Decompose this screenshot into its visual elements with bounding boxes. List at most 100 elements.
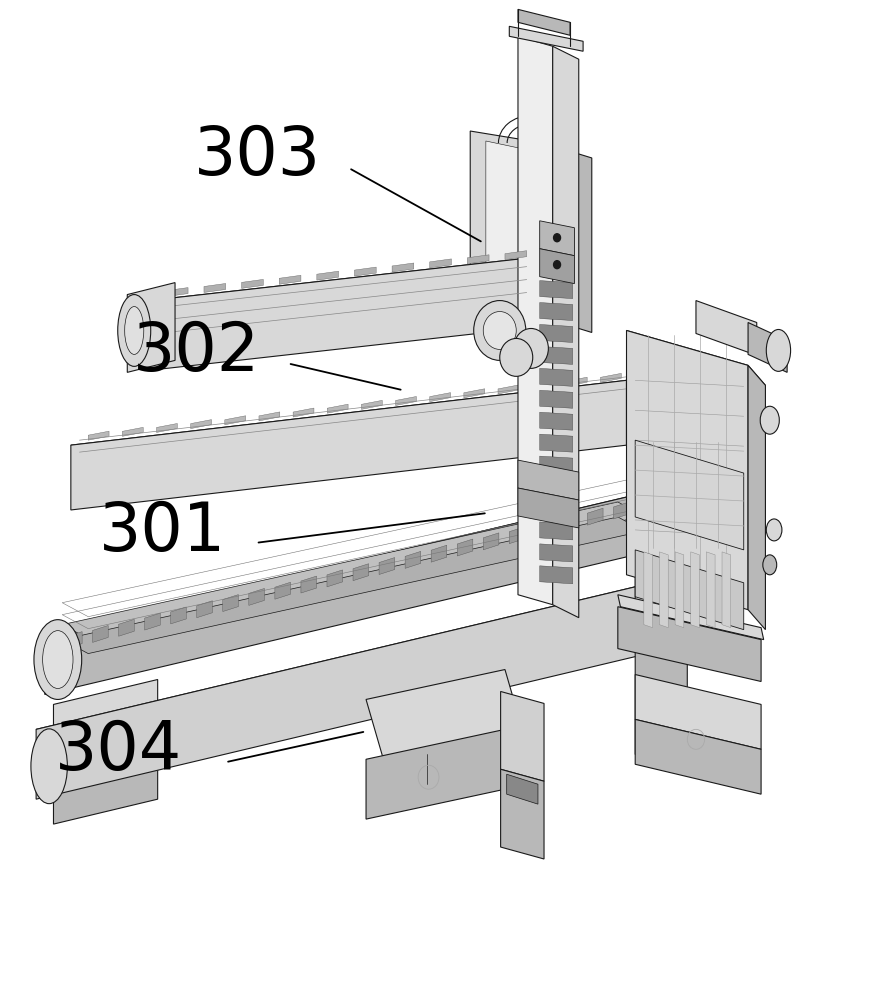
Polygon shape [366,729,505,819]
Polygon shape [748,365,766,630]
Polygon shape [327,570,342,587]
Polygon shape [241,279,263,288]
Polygon shape [280,275,300,284]
Polygon shape [317,271,339,280]
Ellipse shape [514,328,549,368]
Polygon shape [566,377,587,386]
Circle shape [554,261,561,269]
Ellipse shape [766,519,782,541]
Polygon shape [635,550,744,630]
Polygon shape [300,576,316,593]
Polygon shape [748,322,787,372]
Ellipse shape [474,301,526,360]
Polygon shape [395,396,416,405]
Polygon shape [145,613,160,630]
Polygon shape [540,221,574,256]
Polygon shape [540,478,572,496]
Polygon shape [486,141,519,306]
Polygon shape [294,408,314,417]
Polygon shape [635,625,687,771]
Polygon shape [553,146,591,332]
Polygon shape [353,564,368,581]
Polygon shape [675,552,684,628]
Polygon shape [501,691,544,781]
Polygon shape [540,522,572,540]
Polygon shape [92,625,108,642]
Polygon shape [706,552,715,628]
Polygon shape [71,380,626,510]
Polygon shape [197,601,213,618]
Polygon shape [536,521,551,537]
Polygon shape [532,381,553,390]
Polygon shape [498,385,519,394]
Polygon shape [635,495,670,570]
Polygon shape [431,545,447,562]
Polygon shape [540,544,572,562]
Polygon shape [88,431,109,440]
Polygon shape [635,719,761,794]
Polygon shape [223,595,239,612]
Polygon shape [122,427,143,436]
Polygon shape [483,533,499,550]
Polygon shape [562,514,577,531]
Polygon shape [540,346,572,364]
Polygon shape [366,670,523,759]
Polygon shape [470,131,519,313]
Polygon shape [204,283,226,292]
Ellipse shape [34,620,82,699]
Text: 302: 302 [133,319,260,385]
Ellipse shape [118,295,151,366]
Polygon shape [464,389,484,398]
Polygon shape [505,251,527,260]
Polygon shape [44,495,670,650]
Polygon shape [71,380,670,460]
Polygon shape [626,330,748,610]
Polygon shape [354,267,376,276]
Polygon shape [540,390,572,408]
Polygon shape [618,607,761,681]
Text: 301: 301 [98,499,226,565]
Polygon shape [540,368,572,386]
Polygon shape [361,400,382,409]
Polygon shape [507,774,538,804]
Polygon shape [259,412,280,421]
Polygon shape [457,539,473,556]
Polygon shape [626,380,670,460]
Polygon shape [225,416,246,425]
Ellipse shape [760,406,780,434]
Polygon shape [518,9,571,35]
Polygon shape [379,558,395,575]
Polygon shape [171,607,186,624]
Polygon shape [635,675,761,749]
Polygon shape [626,330,766,385]
Polygon shape [249,588,265,605]
Polygon shape [587,508,603,525]
Text: 304: 304 [55,718,182,784]
Polygon shape [540,281,572,299]
Polygon shape [510,26,583,51]
Polygon shape [635,495,687,642]
Polygon shape [635,440,744,550]
Ellipse shape [125,307,144,354]
Polygon shape [327,404,348,413]
Polygon shape [553,46,578,618]
Ellipse shape [30,729,67,804]
Ellipse shape [43,631,73,688]
Polygon shape [644,552,652,628]
Polygon shape [405,551,421,568]
Polygon shape [540,434,572,452]
Ellipse shape [766,329,791,371]
Polygon shape [659,552,668,628]
Polygon shape [468,255,489,264]
Polygon shape [149,259,557,315]
Polygon shape [36,585,644,799]
Polygon shape [66,632,82,649]
Text: 303: 303 [194,123,321,189]
Polygon shape [540,566,572,584]
Polygon shape [540,456,572,474]
Polygon shape [275,582,291,599]
Polygon shape [118,619,134,636]
Polygon shape [540,500,572,518]
Polygon shape [429,393,450,402]
Polygon shape [600,373,621,382]
